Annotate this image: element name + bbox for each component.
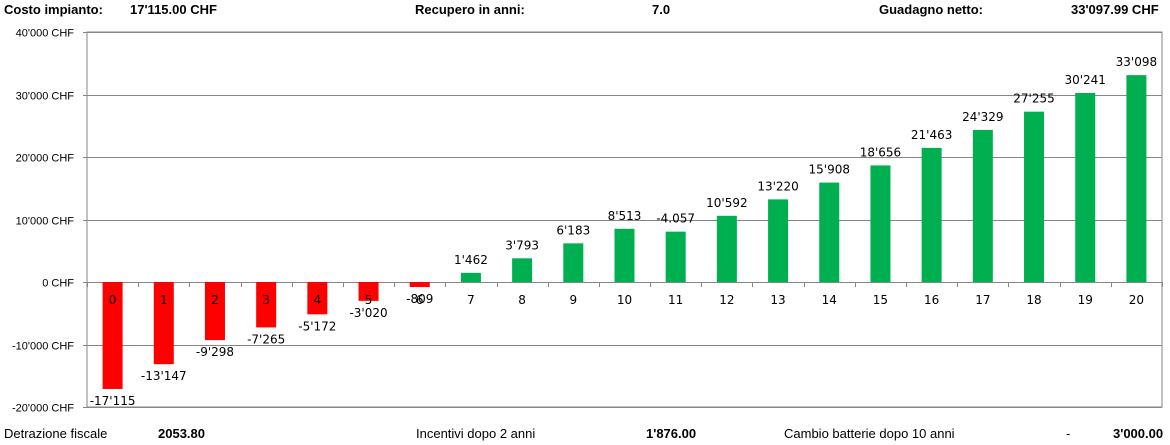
data-label: 33'098 — [1116, 55, 1157, 69]
bar-year-17 — [972, 129, 993, 282]
battery-label: Cambio batterie dopo 10 anni — [784, 426, 955, 441]
data-label: 18'656 — [860, 145, 901, 159]
x-tick-label: 5 — [365, 293, 373, 307]
y-tick-label: 0 CHF — [42, 278, 74, 290]
x-tick-label: 11 — [668, 293, 683, 307]
x-tick-label: 12 — [719, 293, 734, 307]
x-tick-label: 18 — [1026, 293, 1041, 307]
data-label: 15'908 — [809, 163, 850, 177]
y-tick-label: 30'000 CHF — [16, 91, 75, 103]
profit-label: Guadagno netto: — [879, 2, 983, 17]
x-tick-label: 14 — [822, 293, 837, 307]
bar-year-16 — [921, 147, 942, 282]
x-tick-label: 20 — [1129, 293, 1144, 307]
x-tick-label: 19 — [1078, 293, 1093, 307]
bar-year-0 — [102, 282, 123, 389]
bar-year-3 — [256, 282, 277, 328]
bar-year-1 — [153, 282, 174, 365]
bar-year-19 — [1075, 92, 1096, 283]
y-tick-label: -10'000 CHF — [12, 341, 74, 353]
y-tick-label: 10'000 CHF — [16, 216, 75, 228]
bar-year-6 — [409, 282, 430, 288]
data-label: -9'298 — [196, 345, 234, 359]
y-tick-label: 20'000 CHF — [16, 153, 75, 165]
bar-year-7 — [460, 272, 481, 282]
bar-year-15 — [870, 165, 891, 282]
x-tick-label: 7 — [467, 293, 475, 307]
data-label: 27'255 — [1013, 92, 1054, 106]
bar-year-4 — [307, 282, 328, 315]
x-tick-label: 13 — [770, 293, 785, 307]
data-label: 6'183 — [556, 223, 590, 237]
incentive-label: Incentivi dopo 2 anni — [416, 426, 536, 441]
x-tick-label: 3 — [262, 293, 270, 307]
cashflow-bar-chart: 40'000 CHF 30'000 CHF 20'000 CHF 10'000 CHF… — [12, 28, 1163, 415]
data-label: -809 — [406, 292, 433, 306]
data-label: -13'147 — [141, 369, 187, 383]
data-label: -7'265 — [247, 332, 285, 346]
x-tick-label: 16 — [924, 293, 939, 307]
x-tick-label: 0 — [109, 293, 117, 307]
x-tick-label: 9 — [569, 293, 577, 307]
x-tick-label: 10 — [617, 293, 632, 307]
data-label: 3'793 — [505, 238, 539, 252]
data-label: 30'241 — [1064, 73, 1105, 87]
payback-value: 7.0 — [652, 2, 671, 17]
bar-year-9 — [563, 243, 584, 282]
bar-year-10 — [614, 228, 635, 282]
y-tick-label: 40'000 CHF — [16, 28, 75, 40]
y-tick-label: -20'000 CHF — [12, 403, 74, 415]
x-tick-label: 17 — [975, 293, 990, 307]
incentive-value: 1'876.00 — [646, 426, 697, 441]
summary-footer: Detrazione fiscale 2053.80 Incentivi dop… — [0, 424, 1170, 444]
battery-value: 3'000.00 — [1113, 426, 1164, 441]
x-tick-label: 6 — [416, 293, 424, 307]
battery-dash: - — [1066, 426, 1071, 441]
data-label: -5'172 — [298, 319, 336, 333]
bar-year-13 — [768, 199, 789, 282]
data-label: -4.057 — [656, 212, 695, 226]
data-label: -3'020 — [349, 306, 387, 320]
cost-value: 17'115.00 CHF — [130, 2, 217, 17]
x-tick-label: 15 — [873, 293, 888, 307]
tax-deduction-label: Detrazione fiscale — [4, 426, 108, 441]
bar-year-5 — [358, 282, 379, 301]
bar-year-18 — [1024, 111, 1045, 282]
cost-label: Costo impianto: — [4, 2, 103, 17]
bar-year-2 — [204, 282, 225, 341]
tax-deduction-value: 2053.80 — [158, 426, 205, 441]
data-label: 13'220 — [757, 179, 798, 193]
x-tick-label: 2 — [211, 293, 219, 307]
x-tick-label: 8 — [518, 293, 526, 307]
data-label: 21'463 — [911, 128, 952, 142]
payback-label: Recupero in anni: — [415, 2, 525, 17]
bar-year-20 — [1126, 75, 1147, 282]
summary-header: Costo impianto: 17'115.00 CHF Recupero i… — [0, 0, 1170, 20]
bar-year-8 — [512, 258, 533, 282]
x-tick-label: 4 — [314, 293, 322, 307]
data-label: 24'329 — [962, 110, 1003, 124]
x-tick-label: 1 — [160, 293, 168, 307]
profit-value: 33'097.99 CHF — [1071, 2, 1159, 17]
bar-year-12 — [716, 215, 737, 282]
data-label: -17'115 — [90, 394, 136, 408]
bar-year-11 — [665, 231, 686, 282]
data-label: 1'462 — [454, 253, 488, 267]
data-label: 10'592 — [706, 196, 747, 210]
data-label: 8'513 — [608, 209, 642, 223]
bar-year-14 — [819, 182, 840, 282]
